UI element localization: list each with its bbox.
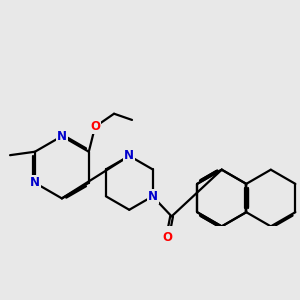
Text: O: O (90, 120, 100, 133)
Text: N: N (30, 176, 40, 189)
Text: N: N (124, 149, 134, 162)
Text: O: O (163, 231, 172, 244)
Text: N: N (57, 130, 67, 143)
Text: N: N (148, 190, 158, 203)
